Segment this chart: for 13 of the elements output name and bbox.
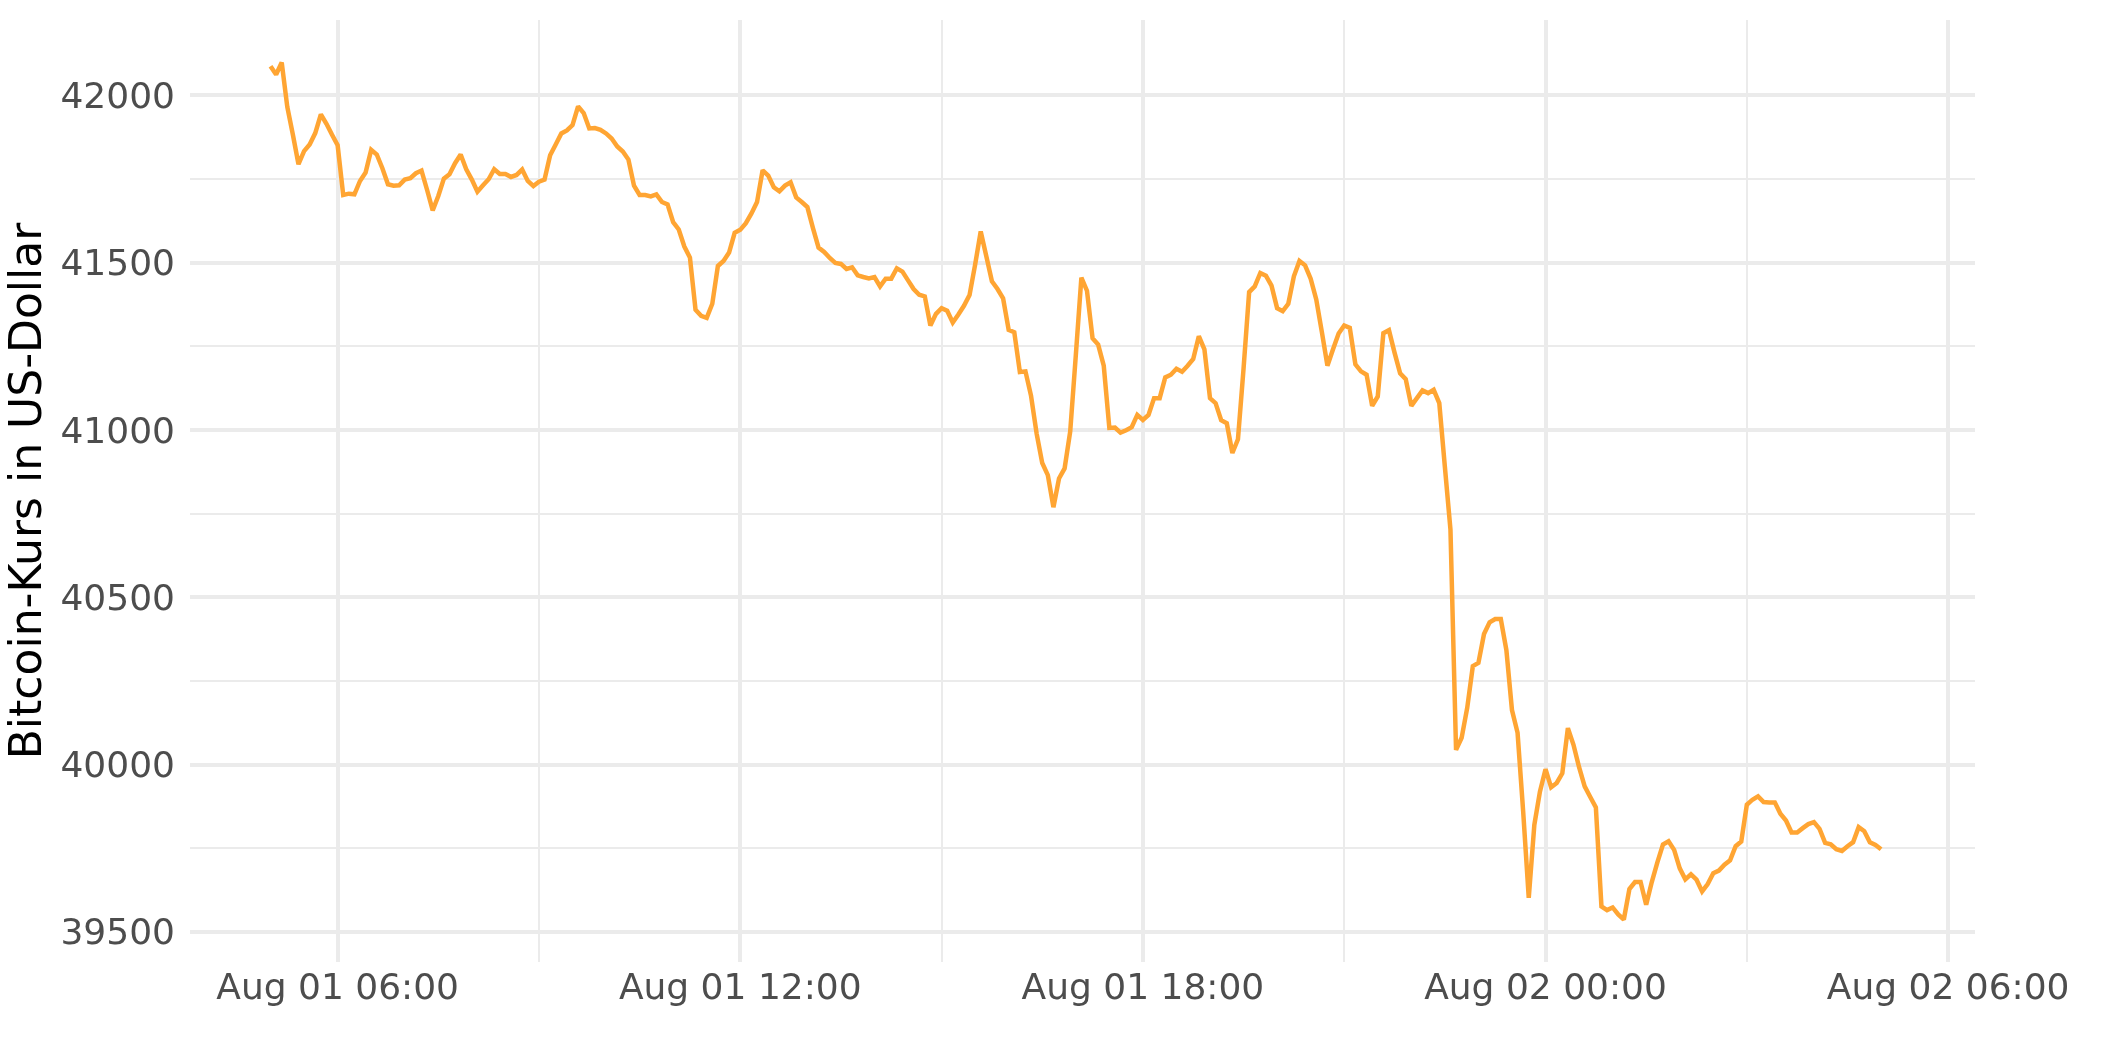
x-tick-label: Aug 01 12:00 xyxy=(618,966,862,1007)
y-axis-title: Bitcoin-Kurs in US-Dollar xyxy=(0,221,51,760)
x-tick-label: Aug 02 00:00 xyxy=(1424,966,1667,1007)
y-tick-label: 42000 xyxy=(60,74,175,116)
y-tick-label: 39500 xyxy=(60,911,175,953)
y-tick-label: 41500 xyxy=(60,242,175,284)
y-tick-label: 40000 xyxy=(60,744,175,786)
x-tick-label: Aug 02 06:00 xyxy=(1826,966,2070,1007)
line-series xyxy=(268,60,1884,922)
x-tick-label: Aug 01 18:00 xyxy=(1021,966,1265,1007)
x-tick-label: Aug 01 06:00 xyxy=(216,966,460,1007)
y-tick-label: 40500 xyxy=(60,576,175,618)
y-tick-label: 41000 xyxy=(60,409,175,451)
